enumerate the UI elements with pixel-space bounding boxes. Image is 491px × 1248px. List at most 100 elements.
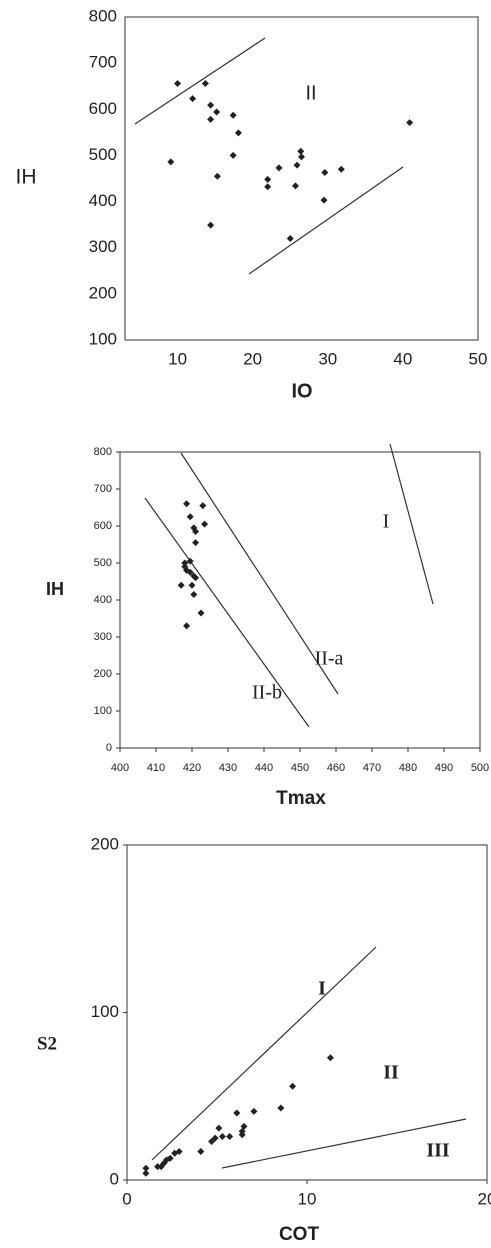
y-axis-title: IH bbox=[16, 166, 37, 189]
point bbox=[289, 1082, 297, 1090]
point bbox=[277, 1104, 285, 1112]
boundary-line bbox=[180, 452, 339, 695]
point bbox=[188, 581, 196, 589]
point bbox=[229, 111, 237, 119]
point bbox=[226, 1132, 234, 1140]
annotation: I bbox=[318, 978, 326, 1000]
x-tick-label: 400 bbox=[111, 762, 129, 774]
annotation: II-a bbox=[315, 648, 344, 670]
y-tick-label: 800 bbox=[89, 6, 117, 25]
point bbox=[264, 183, 272, 191]
point bbox=[183, 622, 191, 630]
x-tick-label: 460 bbox=[327, 762, 345, 774]
x-tick-label: 490 bbox=[435, 762, 453, 774]
point bbox=[238, 1131, 246, 1139]
point bbox=[234, 129, 242, 137]
point bbox=[142, 1164, 150, 1172]
plot-frame bbox=[119, 451, 481, 749]
annotation: I bbox=[383, 511, 390, 533]
x-tick-label: 20 bbox=[243, 349, 262, 368]
x-axis-title: Tmax bbox=[276, 788, 326, 809]
boundary-line bbox=[144, 497, 310, 728]
point bbox=[207, 101, 215, 109]
point bbox=[213, 172, 221, 180]
y-tick-label: 500 bbox=[89, 145, 117, 164]
x-tick-label: 10 bbox=[298, 1189, 317, 1208]
x-tick-label: 20 bbox=[478, 1189, 491, 1208]
point bbox=[213, 108, 221, 116]
y-tick-label: 400 bbox=[94, 594, 112, 606]
y-tick-label: 300 bbox=[94, 631, 112, 643]
y-tick-label: 700 bbox=[94, 483, 112, 495]
point bbox=[218, 1132, 226, 1140]
y-tick-label: 200 bbox=[91, 834, 119, 853]
point bbox=[181, 559, 189, 567]
plot-frame bbox=[124, 16, 479, 341]
point bbox=[186, 568, 194, 576]
point bbox=[320, 196, 328, 204]
x-tick-label: 480 bbox=[399, 762, 417, 774]
point bbox=[406, 119, 414, 127]
annotation: III bbox=[426, 1140, 450, 1162]
y-tick-label: 0 bbox=[106, 742, 112, 754]
point bbox=[166, 1154, 174, 1162]
point bbox=[192, 528, 200, 536]
point bbox=[189, 95, 197, 103]
point bbox=[337, 165, 345, 173]
x-tick-label: 0 bbox=[122, 1189, 131, 1208]
point bbox=[233, 1109, 241, 1117]
x-tick-label: 10 bbox=[168, 349, 187, 368]
point bbox=[197, 609, 205, 617]
point bbox=[197, 1148, 205, 1156]
point bbox=[240, 1122, 248, 1130]
x-axis-title: IO bbox=[291, 380, 312, 402]
annotation: II-b bbox=[252, 682, 282, 704]
point bbox=[264, 175, 272, 183]
point bbox=[167, 158, 175, 166]
y-tick-label: 100 bbox=[89, 329, 117, 348]
point bbox=[207, 221, 215, 229]
x-tick-label: 430 bbox=[219, 762, 237, 774]
x-tick-label: 30 bbox=[318, 349, 337, 368]
point bbox=[199, 502, 207, 510]
point bbox=[201, 79, 209, 87]
point bbox=[207, 115, 215, 123]
y-tick-label: 200 bbox=[94, 668, 112, 680]
point bbox=[183, 500, 191, 508]
point bbox=[275, 164, 283, 172]
x-tick-label: 450 bbox=[291, 762, 309, 774]
y-tick-label: 0 bbox=[110, 1169, 119, 1188]
y-tick-label: 700 bbox=[89, 53, 117, 72]
point bbox=[229, 151, 237, 159]
point bbox=[142, 1169, 150, 1177]
y-tick-label: 100 bbox=[94, 705, 112, 717]
y-tick-label: 100 bbox=[91, 1002, 119, 1021]
point bbox=[211, 1134, 219, 1142]
annotation: II bbox=[305, 82, 316, 104]
y-tick-label: 500 bbox=[94, 557, 112, 569]
x-axis-title: COT bbox=[279, 1224, 320, 1245]
point bbox=[215, 1124, 223, 1132]
y-axis-title: S2 bbox=[37, 1033, 57, 1054]
annotation: II bbox=[383, 1062, 399, 1084]
y-tick-label: 800 bbox=[94, 446, 112, 458]
x-tick-label: 410 bbox=[147, 762, 165, 774]
x-tick-label: 40 bbox=[393, 349, 412, 368]
point bbox=[293, 161, 301, 169]
y-tick-label: 300 bbox=[89, 237, 117, 256]
point bbox=[190, 590, 198, 598]
boundary-line bbox=[389, 443, 434, 605]
x-tick-label: 440 bbox=[255, 762, 273, 774]
point bbox=[186, 513, 194, 521]
point bbox=[192, 574, 200, 582]
y-axis-title: IH bbox=[46, 579, 64, 599]
point bbox=[181, 563, 189, 571]
boundary-line bbox=[248, 166, 404, 275]
x-tick-label: 470 bbox=[363, 762, 381, 774]
y-tick-label: 400 bbox=[89, 191, 117, 210]
y-tick-label: 600 bbox=[89, 99, 117, 118]
point bbox=[250, 1107, 258, 1115]
point bbox=[291, 182, 299, 190]
boundary-line bbox=[151, 946, 377, 1161]
